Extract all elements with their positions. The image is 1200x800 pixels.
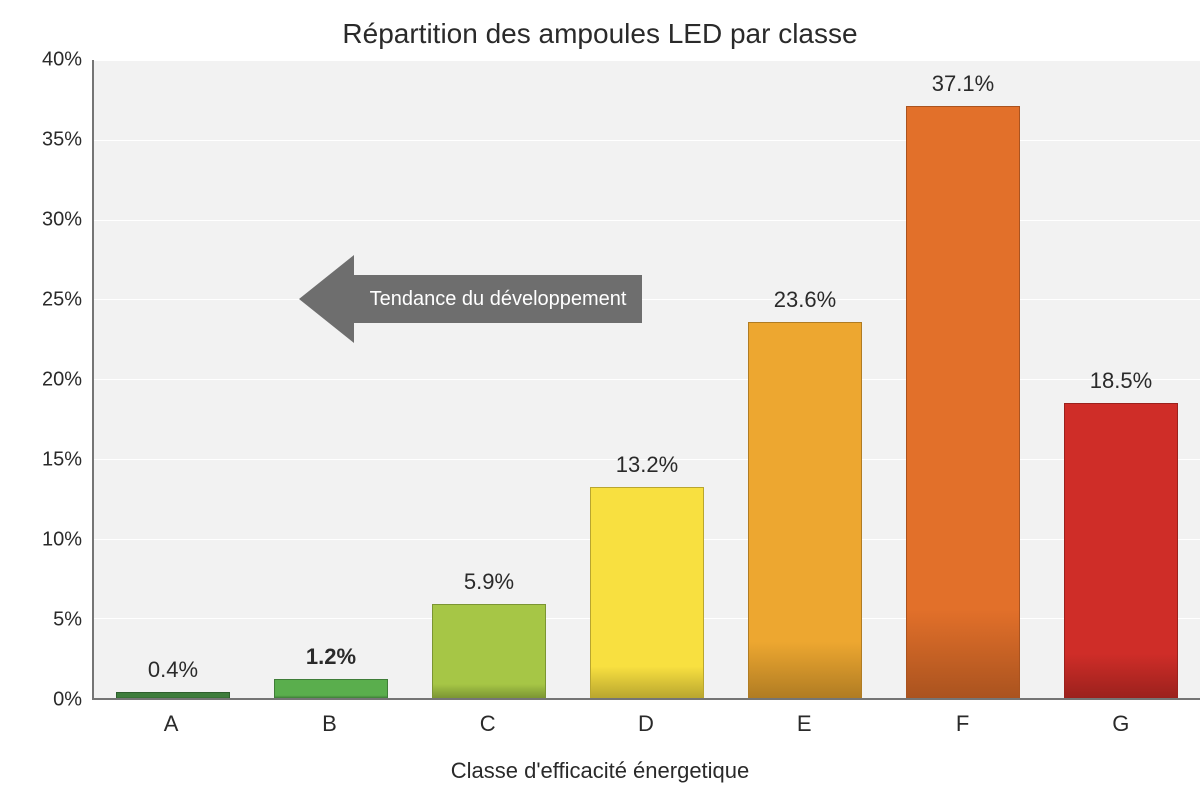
y-tick-label: 35%: [42, 129, 82, 152]
x-tick-label: G: [1042, 705, 1200, 745]
bar-value-label: 37.1%: [932, 71, 994, 97]
x-axis-label: Classe d'efficacité énergetique: [0, 758, 1200, 784]
bar-C: 5.9%: [432, 604, 546, 698]
trend-arrow-label: Tendance du développement: [354, 275, 643, 323]
x-tick-label: D: [567, 705, 725, 745]
y-tick-label: 10%: [42, 529, 82, 552]
y-tick-label: 25%: [42, 289, 82, 312]
trend-arrow-annotation: Tendance du développement: [299, 255, 643, 343]
bar-value-label: 1.2%: [306, 644, 356, 670]
chart-container: 0%5%10%15%20%25%30%35%40% 0.4%1.2%5.9%13…: [28, 60, 1200, 700]
x-axis: ABCDEFG: [92, 705, 1200, 745]
x-tick-label: B: [250, 705, 408, 745]
x-tick-label: C: [409, 705, 567, 745]
bars-group: 0.4% 1.2% 5.9% 13.2% 23.6% 37.1% 18.5%: [94, 60, 1200, 698]
bar-slot: 1.2%: [252, 60, 410, 698]
bar-value-label: 23.6%: [774, 287, 836, 313]
bar-slot: 37.1%: [884, 60, 1042, 698]
bar-slot: 0.4%: [94, 60, 252, 698]
bar-G: 18.5%: [1064, 403, 1178, 698]
x-tick-label: E: [725, 705, 883, 745]
y-axis: 0%5%10%15%20%25%30%35%40%: [28, 60, 88, 700]
y-tick-label: 0%: [53, 689, 82, 712]
x-tick-label: A: [92, 705, 250, 745]
bar-A: 0.4%: [116, 692, 230, 698]
bar-slot: 23.6%: [726, 60, 884, 698]
bar-D: 13.2%: [590, 487, 704, 698]
bar-value-label: 5.9%: [464, 569, 514, 595]
bar-slot: 18.5%: [1042, 60, 1200, 698]
y-tick-label: 20%: [42, 369, 82, 392]
bar-value-label: 0.4%: [148, 657, 198, 683]
y-tick-label: 5%: [53, 609, 82, 632]
arrow-left-icon: [299, 255, 354, 343]
y-tick-label: 15%: [42, 449, 82, 472]
y-tick-label: 30%: [42, 209, 82, 232]
bar-slot: 5.9%: [410, 60, 568, 698]
bar-F: 37.1%: [906, 106, 1020, 698]
x-tick-label: F: [883, 705, 1041, 745]
bar-B: 1.2%: [274, 679, 388, 698]
bar-value-label: 18.5%: [1090, 368, 1152, 394]
chart-title: Répartition des ampoules LED par classe: [0, 0, 1200, 50]
bar-slot: 13.2%: [568, 60, 726, 698]
bar-value-label: 13.2%: [616, 452, 678, 478]
plot-area: 0.4% 1.2% 5.9% 13.2% 23.6% 37.1% 18.5% Tendanc…: [92, 60, 1200, 700]
y-tick-label: 40%: [42, 49, 82, 72]
bar-E: 23.6%: [748, 322, 862, 698]
